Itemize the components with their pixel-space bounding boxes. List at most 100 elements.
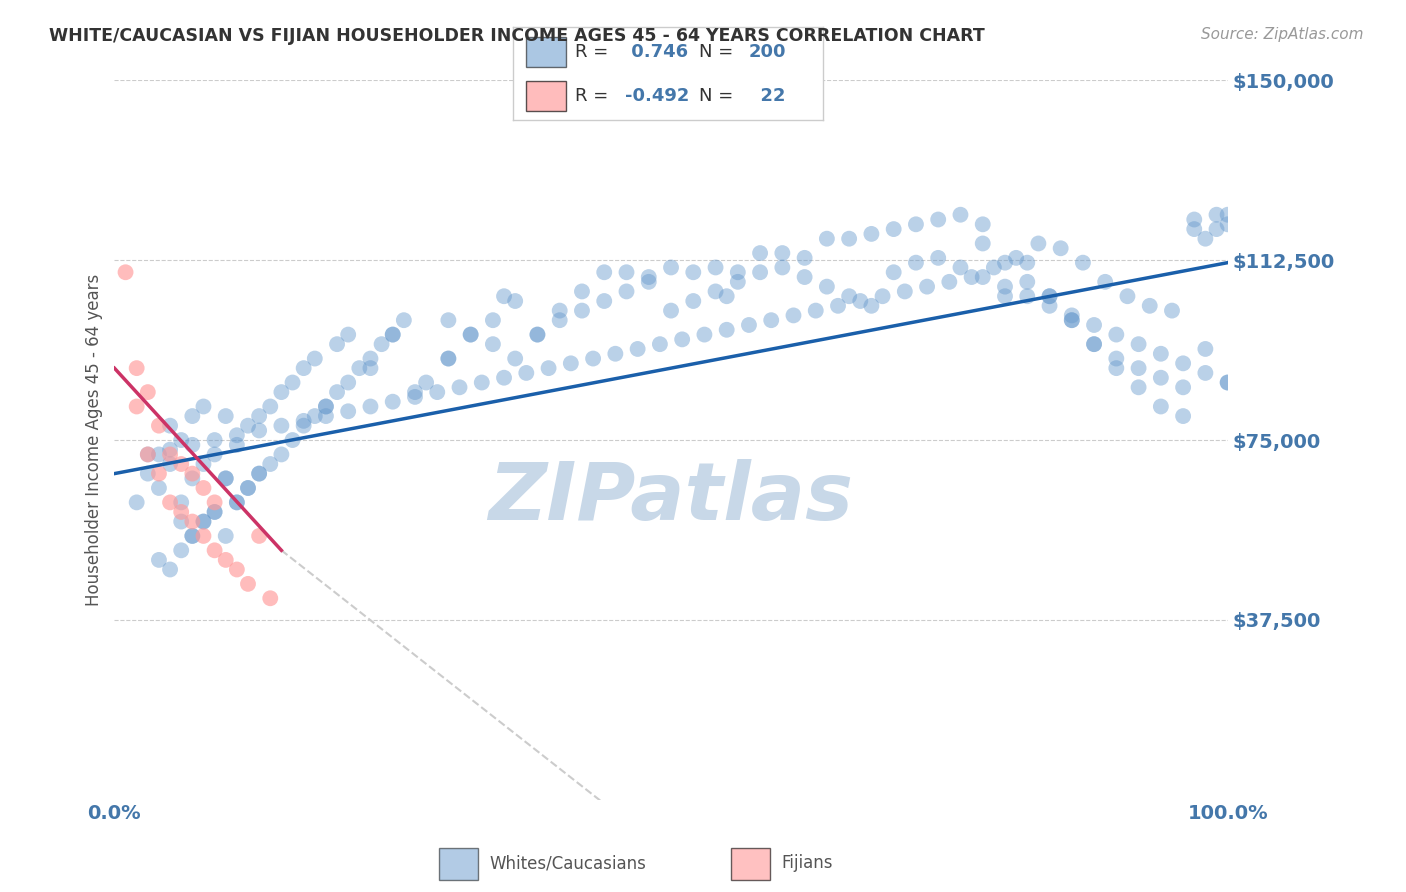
Point <box>136 447 159 461</box>
Point <box>949 260 972 275</box>
Point <box>860 299 883 313</box>
Point <box>804 303 827 318</box>
Point <box>949 208 972 222</box>
Point <box>114 265 136 279</box>
Point <box>1171 380 1194 394</box>
Point <box>426 385 449 400</box>
Point <box>1017 275 1039 289</box>
Point <box>148 553 170 567</box>
Point <box>960 270 983 285</box>
Point <box>994 289 1017 303</box>
Point <box>349 361 371 376</box>
Point <box>482 337 505 351</box>
Point <box>1161 303 1184 318</box>
Point <box>281 376 304 390</box>
Point <box>193 529 215 543</box>
Point <box>860 227 883 241</box>
Point <box>204 543 226 558</box>
Point <box>460 327 482 342</box>
Point <box>204 505 226 519</box>
Point <box>204 495 226 509</box>
Point <box>1005 251 1028 265</box>
Point <box>204 505 226 519</box>
Point <box>838 232 860 246</box>
Point <box>637 270 659 285</box>
Text: -0.492: -0.492 <box>624 87 689 105</box>
FancyBboxPatch shape <box>526 37 565 67</box>
Point <box>915 279 938 293</box>
Point <box>693 327 716 342</box>
Point <box>125 400 148 414</box>
Point <box>304 351 326 366</box>
Text: 22: 22 <box>748 87 786 105</box>
Point <box>838 289 860 303</box>
Point <box>671 332 693 346</box>
Point <box>215 471 238 485</box>
Point <box>159 562 181 576</box>
Point <box>225 438 247 452</box>
Point <box>259 457 281 471</box>
Point <box>503 351 526 366</box>
Point <box>972 236 994 251</box>
Point <box>193 457 215 471</box>
Point <box>281 433 304 447</box>
Point <box>1216 217 1239 231</box>
Point <box>1028 236 1050 251</box>
Point <box>492 289 515 303</box>
Point <box>136 447 159 461</box>
Point <box>159 447 181 461</box>
Point <box>247 467 270 481</box>
Point <box>159 418 181 433</box>
Point <box>526 327 548 342</box>
Point <box>492 370 515 384</box>
Point <box>1116 289 1139 303</box>
Point <box>449 380 471 394</box>
Point <box>1049 241 1071 255</box>
Point <box>292 414 315 428</box>
Point <box>849 293 872 308</box>
Point <box>1150 370 1173 384</box>
Point <box>872 289 894 303</box>
Point <box>247 424 270 438</box>
Text: 0.746: 0.746 <box>624 43 688 61</box>
Point <box>1060 313 1083 327</box>
Point <box>193 515 215 529</box>
Text: R =: R = <box>575 87 609 105</box>
Point <box>136 385 159 400</box>
Point <box>148 467 170 481</box>
Point <box>972 217 994 231</box>
Point <box>1083 337 1105 351</box>
Point <box>716 289 738 303</box>
Point <box>315 400 337 414</box>
Point <box>181 467 204 481</box>
Point <box>170 515 193 529</box>
Point <box>236 481 259 495</box>
Text: Whites/Caucasians: Whites/Caucasians <box>489 854 647 872</box>
Point <box>1128 361 1150 376</box>
Text: 200: 200 <box>748 43 786 61</box>
Point <box>548 313 571 327</box>
Point <box>938 275 960 289</box>
Point <box>215 409 238 423</box>
Point <box>1083 337 1105 351</box>
Point <box>259 591 281 606</box>
Point <box>770 246 793 260</box>
Point <box>994 255 1017 269</box>
Point <box>1105 327 1128 342</box>
Point <box>682 293 704 308</box>
Point <box>136 467 159 481</box>
Point <box>648 337 671 351</box>
Point <box>904 217 927 231</box>
Text: N =: N = <box>699 87 733 105</box>
Point <box>270 385 292 400</box>
Point <box>381 327 404 342</box>
Point <box>404 385 426 400</box>
Point <box>292 418 315 433</box>
Point <box>927 212 949 227</box>
Text: WHITE/CAUCASIAN VS FIJIAN HOUSEHOLDER INCOME AGES 45 - 64 YEARS CORRELATION CHAR: WHITE/CAUCASIAN VS FIJIAN HOUSEHOLDER IN… <box>49 27 986 45</box>
Point <box>526 327 548 342</box>
Point <box>326 385 349 400</box>
Point <box>125 495 148 509</box>
Point <box>704 285 727 299</box>
Point <box>359 400 381 414</box>
